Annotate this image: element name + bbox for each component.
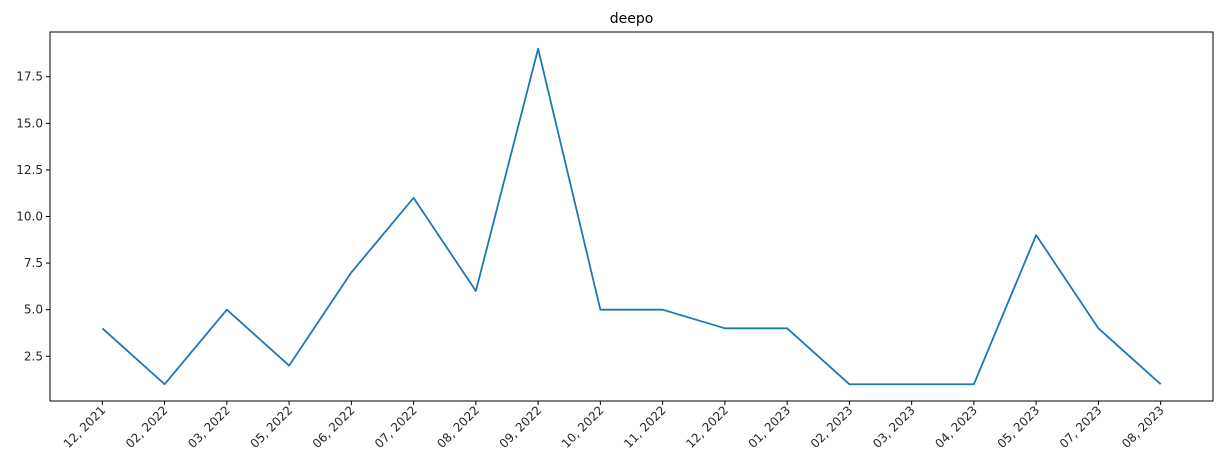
x-tick-label: 08, 2022: [434, 403, 482, 451]
x-tick-label: 07, 2022: [372, 403, 420, 451]
x-tick-label: 10, 2022: [559, 403, 607, 451]
x-tick-label: 09, 2022: [497, 403, 545, 451]
y-axis: 2.5 5.0 7.5 10.0 12.5 15.0 17.5: [16, 70, 50, 363]
y-tick-label: 5.0: [24, 303, 43, 317]
x-tick-label: 02, 2022: [123, 403, 171, 451]
x-tick-label: 04, 2023: [932, 403, 980, 451]
x-tick-label: 12, 2021: [61, 403, 109, 451]
y-tick-label: 15.0: [16, 116, 43, 130]
y-tick-label: 2.5: [24, 349, 43, 363]
y-tick-label: 12.5: [16, 163, 43, 177]
x-tick-label: 03, 2022: [185, 403, 233, 451]
x-tick-label: 06, 2022: [310, 403, 358, 451]
x-tick-label: 05, 2023: [995, 403, 1043, 451]
x-tick-label: 02, 2023: [808, 403, 856, 451]
x-axis: 12, 2021 02, 2022 03, 2022 05, 2022 06, 2022…: [61, 401, 1167, 451]
x-tick-label: 07, 2023: [1057, 403, 1105, 451]
y-tick-label: 7.5: [24, 256, 43, 270]
plot-frame: [49, 31, 1214, 402]
x-tick-label: 12, 2022: [683, 403, 731, 451]
x-tick-label: 11, 2022: [621, 403, 669, 451]
series-group: [101, 47, 1162, 386]
x-tick-label: 08, 2023: [1119, 403, 1167, 451]
x-tick-label: 03, 2023: [870, 403, 918, 451]
y-tick-label: 10.0: [16, 210, 43, 224]
x-tick-label: 01, 2023: [746, 403, 794, 451]
x-tick-label: 05, 2022: [248, 403, 296, 451]
y-tick-label: 17.5: [16, 70, 43, 84]
series-line: [101, 47, 1162, 386]
chart-title: deepo: [610, 11, 654, 27]
